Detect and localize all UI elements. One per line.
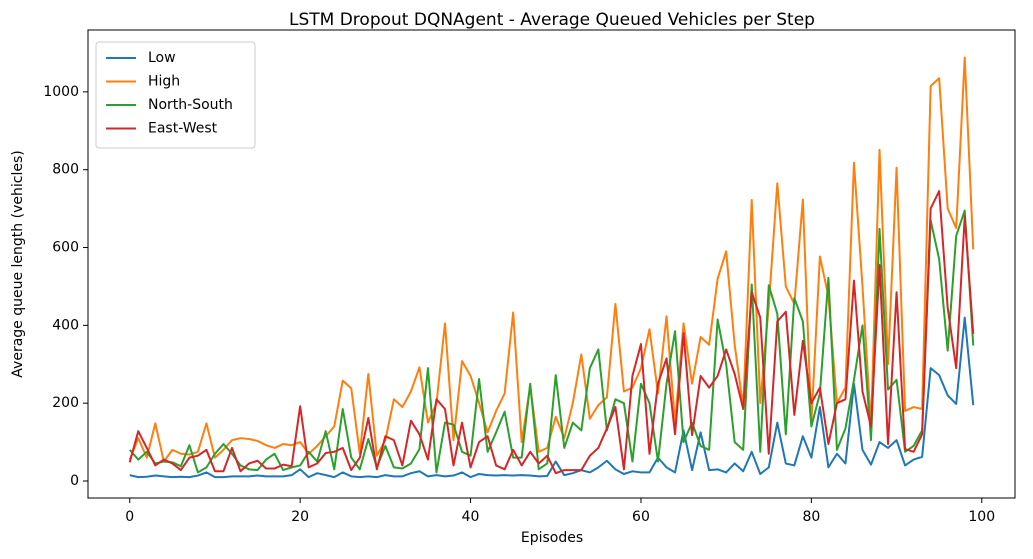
y-axis-label: Average queue length (vehicles) — [10, 150, 26, 377]
y-tick-label: 1000 — [43, 84, 79, 100]
y-tick-label: 600 — [52, 240, 79, 256]
series-line — [128, 209, 975, 474]
x-tick-label: 80 — [802, 509, 820, 525]
x-axis-label: Episodes — [521, 530, 583, 546]
series-line — [128, 190, 975, 475]
chart-title: LSTM Dropout DQNAgent - Average Queued V… — [289, 10, 815, 30]
x-tick-label: 20 — [291, 509, 309, 525]
x-tick-label: 60 — [632, 509, 650, 525]
y-tick-label: 0 — [70, 473, 79, 489]
legend-label: North-South — [148, 97, 233, 113]
legend-label: High — [148, 74, 180, 90]
y-tick-label: 200 — [52, 395, 79, 411]
legend-box — [95, 41, 256, 149]
y-tick-label: 800 — [52, 162, 79, 178]
legend-label: East-West — [148, 121, 218, 137]
x-tick-label: 100 — [968, 509, 995, 525]
x-tick-label: 40 — [462, 509, 480, 525]
x-tick-label: 0 — [125, 509, 134, 525]
plot-frame — [87, 29, 1016, 499]
legend-label: Low — [148, 50, 176, 66]
y-tick-label: 400 — [52, 317, 79, 333]
series-line — [129, 316, 975, 479]
